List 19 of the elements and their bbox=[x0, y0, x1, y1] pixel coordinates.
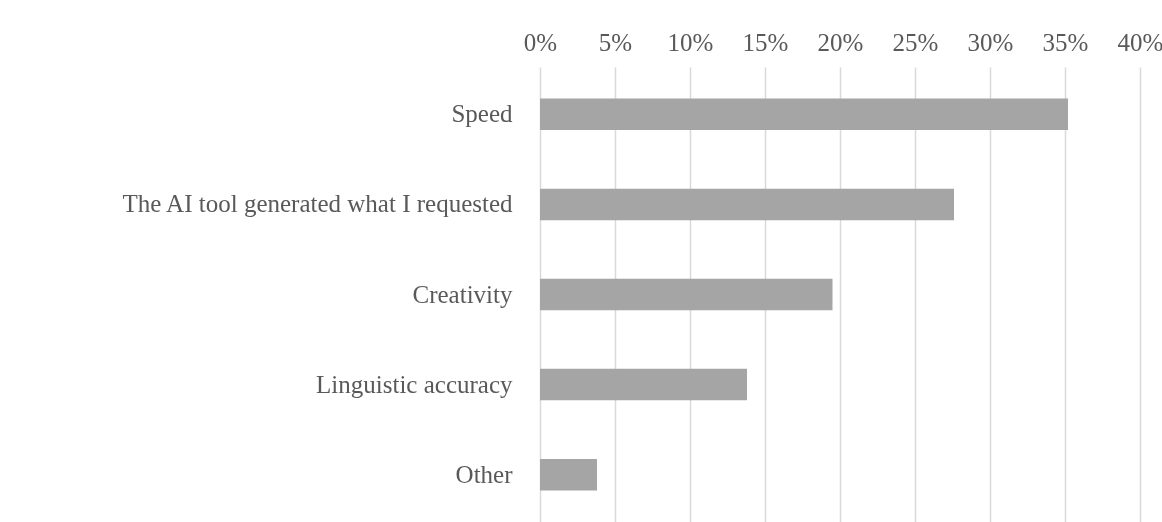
bar bbox=[540, 278, 833, 311]
y-tick-label: Creativity bbox=[412, 280, 513, 308]
bar bbox=[540, 188, 954, 221]
x-tick-label: 35% bbox=[1042, 28, 1089, 56]
bar bbox=[540, 458, 597, 491]
y-tick-label: Other bbox=[455, 460, 514, 488]
x-tick-label: 40% bbox=[1117, 28, 1162, 56]
x-tick-label: 30% bbox=[967, 28, 1014, 56]
bar bbox=[540, 98, 1068, 131]
y-tick-label: Speed bbox=[451, 100, 513, 128]
x-tick-label: 20% bbox=[817, 28, 864, 56]
x-tick-label: 0% bbox=[523, 28, 558, 56]
y-tick-label: Linguistic accuracy bbox=[316, 370, 513, 398]
y-tick-label: The AI tool generated what I requested bbox=[122, 190, 513, 218]
x-tick-label: 15% bbox=[742, 28, 789, 56]
x-tick-label: 25% bbox=[892, 28, 939, 56]
x-tick-label: 10% bbox=[667, 28, 714, 56]
bar bbox=[540, 368, 747, 401]
x-tick-label: 5% bbox=[598, 28, 633, 56]
